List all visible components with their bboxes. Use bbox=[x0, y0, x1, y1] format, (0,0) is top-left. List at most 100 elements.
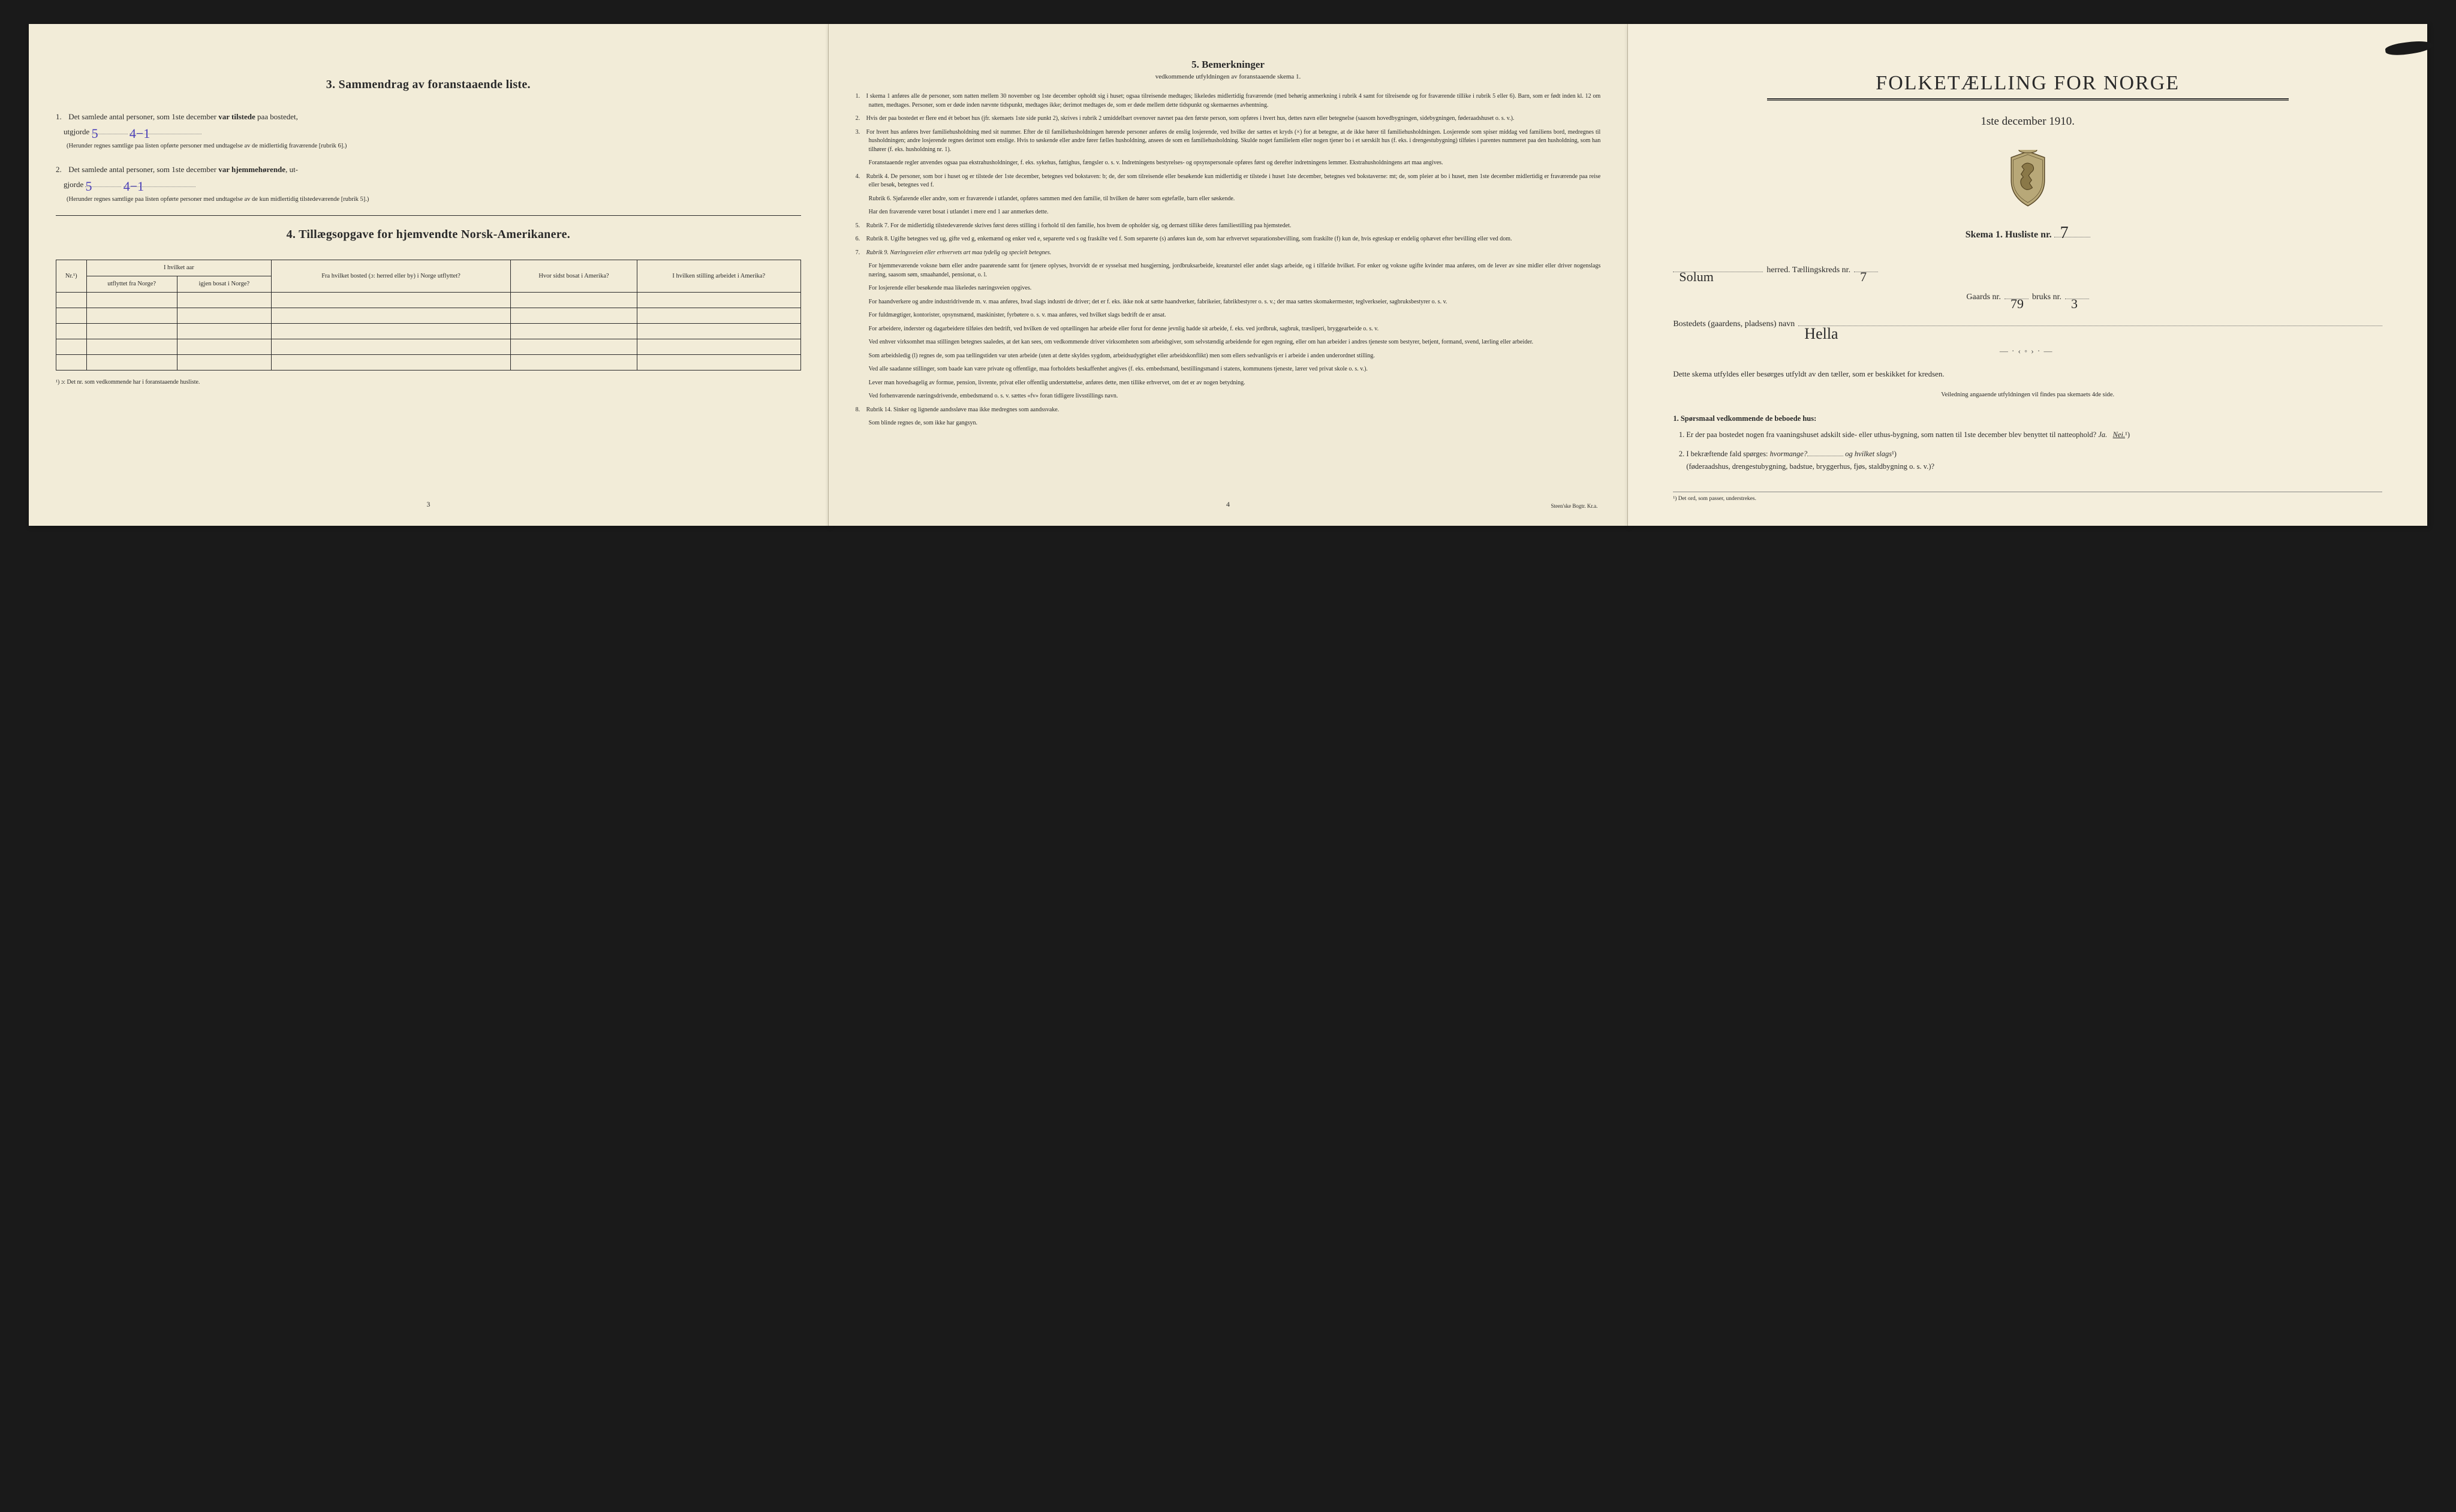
cover-body-text: Dette skema utfyldes eller besørges utfy… bbox=[1673, 368, 2382, 381]
questions: 1. Spørsmaal vedkommende de beboede hus:… bbox=[1673, 412, 2382, 474]
instructions-body: 1.I skema 1 anføres alle de personer, so… bbox=[856, 92, 1601, 428]
col-where: Hvor sidst bosat i Amerika? bbox=[510, 260, 637, 292]
section-5-subtitle: vedkommende utfyldningen av foranstaaend… bbox=[856, 73, 1601, 80]
location-fields: Solum herred. Tællingskreds nr. 7 Gaards… bbox=[1673, 258, 2382, 336]
instr-8a: Rubrik 14. Sinker og lignende aandssløve… bbox=[866, 406, 1060, 413]
item-1-number: 1. bbox=[56, 110, 67, 125]
q2-text-b: (føderaadshus, drengestubygning, badstue… bbox=[1686, 462, 1934, 471]
q1-sup: ¹) bbox=[2125, 430, 2130, 439]
husliste-nr: 7 bbox=[2060, 224, 2069, 243]
table-row bbox=[56, 292, 801, 308]
item-2-note: (Herunder regnes samtlige paa listen opf… bbox=[56, 195, 801, 205]
table-row bbox=[56, 308, 801, 323]
item-2-value-1: 5 bbox=[85, 174, 92, 199]
table-row bbox=[56, 339, 801, 354]
item-1-blank-2: 4−1 bbox=[130, 126, 201, 134]
page-tear-icon bbox=[2385, 39, 2434, 58]
table-footnote: ¹) ɔ: Det nr. som vedkommende har i fora… bbox=[56, 379, 801, 385]
gaards-label: Gaards nr. bbox=[1966, 285, 2001, 309]
emigrant-table: Nr.¹) I hvilket aar Fra hvilket bosted (… bbox=[56, 260, 801, 370]
col-year-group: I hvilket aar bbox=[86, 260, 271, 276]
table-row bbox=[56, 323, 801, 339]
census-title: FOLKETÆLLING FOR NORGE bbox=[1655, 72, 2400, 95]
printer-imprint: Steen'ske Bogtr. Kr.a. bbox=[1551, 503, 1597, 509]
q1-text: Er der paa bostedet nogen fra vaaningshu… bbox=[1686, 430, 2098, 439]
instr-7b: For hjemmeværende voksne børn eller andr… bbox=[856, 262, 1601, 279]
item-2-text-a: Det samlede antal personer, som 1ste dec… bbox=[68, 165, 218, 174]
instr-8b: Som blinde regnes de, som ikke har gangs… bbox=[856, 419, 1601, 428]
instr-4c: Har den fraværende været bosat i utlande… bbox=[856, 208, 1601, 217]
col-job: I hvilken stilling arbeidet i Amerika? bbox=[637, 260, 800, 292]
item-2-value-2: 4−1 bbox=[124, 174, 144, 199]
instr-6: Rubrik 8. Ugifte betegnes ved ug, gifte … bbox=[866, 236, 1512, 242]
questions-heading: 1. Spørsmaal vedkommende de beboede hus: bbox=[1673, 412, 2382, 425]
item-2-bold: var hjemmehørende bbox=[218, 165, 285, 174]
instr-3a: For hvert hus anføres hver familiehushol… bbox=[866, 129, 1601, 153]
coat-of-arms-icon bbox=[1655, 150, 2400, 210]
q2-i2: hvilket slags bbox=[1855, 450, 1892, 458]
q2-sup: ¹) bbox=[1892, 450, 1897, 458]
item-1-value-2: 4−1 bbox=[130, 121, 150, 146]
bosted-value: Hella bbox=[1804, 312, 1838, 356]
table-head: Nr.¹) I hvilket aar Fra hvilket bosted (… bbox=[56, 260, 801, 292]
instr-1: I skema 1 anføres alle de personer, som … bbox=[866, 93, 1601, 109]
page-number-4: 4 bbox=[829, 500, 1628, 509]
question-1: Er der paa bostedet nogen fra vaaningshu… bbox=[1686, 429, 2382, 441]
kreds-nr: 7 bbox=[1860, 258, 1867, 296]
q2-i1: hvormange? bbox=[1770, 450, 1808, 458]
item-1: 1. Det samlede antal personer, som 1ste … bbox=[56, 110, 801, 152]
instr-7f: For arbeidere, inderster og dagarbeidere… bbox=[856, 325, 1601, 334]
instr-7d: For haandverkere og andre industridriven… bbox=[856, 298, 1601, 307]
q2-text-a: I bekræftende fald spørges: bbox=[1686, 450, 1769, 458]
page-4: 5. Bemerkninger vedkommende utfyldningen… bbox=[829, 24, 1629, 526]
section-4-heading: 4. Tillægsopgave for hjemvendte Norsk-Am… bbox=[56, 228, 801, 242]
page-number-3: 3 bbox=[29, 500, 828, 509]
item-2-line2: gjorde bbox=[64, 180, 83, 189]
item-2-text-b: , ut- bbox=[285, 165, 298, 174]
instr-3b: Foranstaaende regler anvendes ogsaa paa … bbox=[856, 159, 1601, 168]
col-year-out: utflyttet fra Norge? bbox=[86, 276, 177, 292]
table-body bbox=[56, 292, 801, 370]
col-from: Fra hvilket bosted (ɔ: herred eller by) … bbox=[272, 260, 511, 292]
item-1-text-b: paa bostedet, bbox=[255, 112, 298, 121]
q2-blank-1 bbox=[1807, 447, 1843, 456]
instr-7e: For fuldmægtiger, kontorister, opsynsmæn… bbox=[856, 311, 1601, 320]
cover-small-text: Veiledning angaaende utfyldningen vil fi… bbox=[1679, 391, 2376, 398]
item-1-bold: var tilstede bbox=[218, 112, 255, 121]
skema-line: Skema 1. Husliste nr. 7 bbox=[1655, 228, 2400, 240]
instr-4a: Rubrik 4. De personer, som bor i huset o… bbox=[866, 173, 1601, 189]
item-1-line2: utgjorde bbox=[64, 127, 89, 136]
instr-4b: Rubrik 6. Sjøfarende eller andre, som er… bbox=[856, 195, 1601, 204]
bruks-label: bruks nr. bbox=[2032, 285, 2061, 309]
question-2: I bekræftende fald spørges: hvormange? o… bbox=[1686, 447, 2382, 474]
section-3-heading: 3. Sammendrag av foranstaaende liste. bbox=[56, 78, 801, 92]
col-year-back: igjen bosat i Norge? bbox=[177, 276, 271, 292]
item-1-text-a: Det samlede antal personer, som 1ste dec… bbox=[68, 112, 218, 121]
page-3: 3. Sammendrag av foranstaaende liste. 1.… bbox=[29, 24, 829, 526]
item-1-value-1: 5 bbox=[92, 121, 98, 146]
table-row bbox=[56, 354, 801, 370]
item-2: 2. Det samlede antal personer, som 1ste … bbox=[56, 162, 801, 204]
census-date: 1ste december 1910. bbox=[1655, 115, 2400, 128]
ornament-icon: ―·‹◦›·― bbox=[1655, 347, 2400, 357]
col-nr: Nr.¹) bbox=[56, 260, 87, 292]
cover-footnote: ¹) Det ord, som passer, understrekes. bbox=[1673, 492, 2382, 502]
instr-7h: Som arbeidsledig (l) regnes de, som paa … bbox=[856, 352, 1601, 361]
section-5-heading: 5. Bemerkninger bbox=[856, 59, 1601, 71]
three-page-spread: 3. Sammendrag av foranstaaende liste. 1.… bbox=[29, 24, 2427, 526]
herred-label: herred. Tællingskreds nr. bbox=[1766, 258, 1850, 282]
divider-rule bbox=[56, 215, 801, 216]
title-rule bbox=[1767, 98, 2289, 101]
skema-label: Skema 1. Husliste nr. bbox=[1966, 230, 2052, 240]
item-1-blank-1: 5 bbox=[92, 126, 128, 134]
instr-5: Rubrik 7. For de midlertidig tilstedevær… bbox=[866, 222, 1292, 229]
cover-page: FOLKETÆLLING FOR NORGE 1ste december 191… bbox=[1628, 24, 2427, 526]
item-2-blank-2: 4−1 bbox=[124, 179, 195, 187]
item-1-note: (Herunder regnes samtlige paa listen opf… bbox=[56, 141, 801, 152]
instr-7c: For losjerende eller besøkende maa likel… bbox=[856, 284, 1601, 293]
q2-mid: og bbox=[1845, 450, 1855, 458]
item-2-number: 2. bbox=[56, 162, 67, 177]
instr-7g: Ved enhver virksomhet maa stillingen bet… bbox=[856, 338, 1601, 347]
instr-7k: Ved forhenværende næringsdrivende, embed… bbox=[856, 392, 1601, 401]
bosted-label: Bostedets (gaardens, pladsens) navn bbox=[1673, 312, 1795, 336]
